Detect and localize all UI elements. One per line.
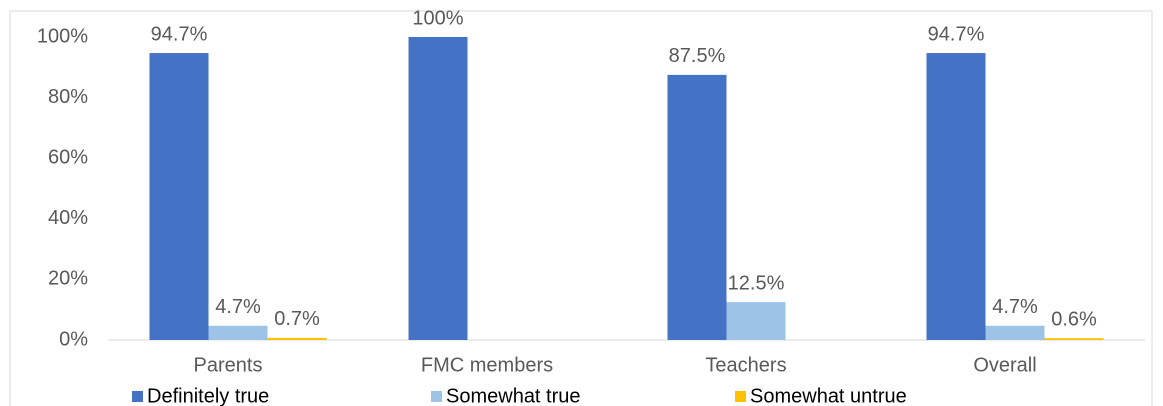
legend-label: Somewhat untrue bbox=[750, 385, 907, 406]
y-tick-label: 60% bbox=[48, 146, 88, 168]
bar bbox=[208, 325, 268, 340]
data-label: 94.7% bbox=[151, 23, 208, 45]
x-tick-label: FMC members bbox=[421, 354, 553, 376]
y-tick-label: 0% bbox=[59, 328, 88, 350]
x-tick-label: Teachers bbox=[705, 354, 786, 376]
legend-label: Somewhat true bbox=[446, 385, 581, 406]
y-tick-label: 80% bbox=[48, 86, 88, 108]
data-label: 4.7% bbox=[215, 296, 261, 318]
x-tick-label: Parents bbox=[194, 354, 263, 376]
chart-frame bbox=[9, 10, 1153, 406]
bar bbox=[267, 337, 327, 340]
y-tick-label: 100% bbox=[37, 25, 88, 47]
bar bbox=[985, 325, 1045, 340]
data-label: 94.7% bbox=[928, 23, 985, 45]
data-label: 87.5% bbox=[669, 45, 726, 67]
data-label: 4.7% bbox=[992, 296, 1038, 318]
data-label: 12.5% bbox=[728, 272, 785, 294]
x-tick-label: Overall bbox=[973, 354, 1036, 376]
bar bbox=[667, 74, 727, 340]
bar bbox=[726, 302, 786, 340]
legend-label: Definitely true bbox=[147, 385, 269, 406]
bar bbox=[149, 53, 209, 341]
bar bbox=[1044, 338, 1104, 340]
legend-swatch bbox=[132, 391, 143, 402]
y-tick-label: 20% bbox=[48, 268, 88, 290]
bar bbox=[926, 53, 986, 341]
data-label: 0.7% bbox=[274, 308, 320, 330]
y-tick-label: 40% bbox=[48, 207, 88, 229]
data-label: 0.6% bbox=[1051, 308, 1097, 330]
legend-swatch bbox=[735, 391, 746, 402]
bar bbox=[408, 37, 468, 340]
data-label: 100% bbox=[412, 7, 463, 29]
legend-swatch bbox=[431, 391, 442, 402]
